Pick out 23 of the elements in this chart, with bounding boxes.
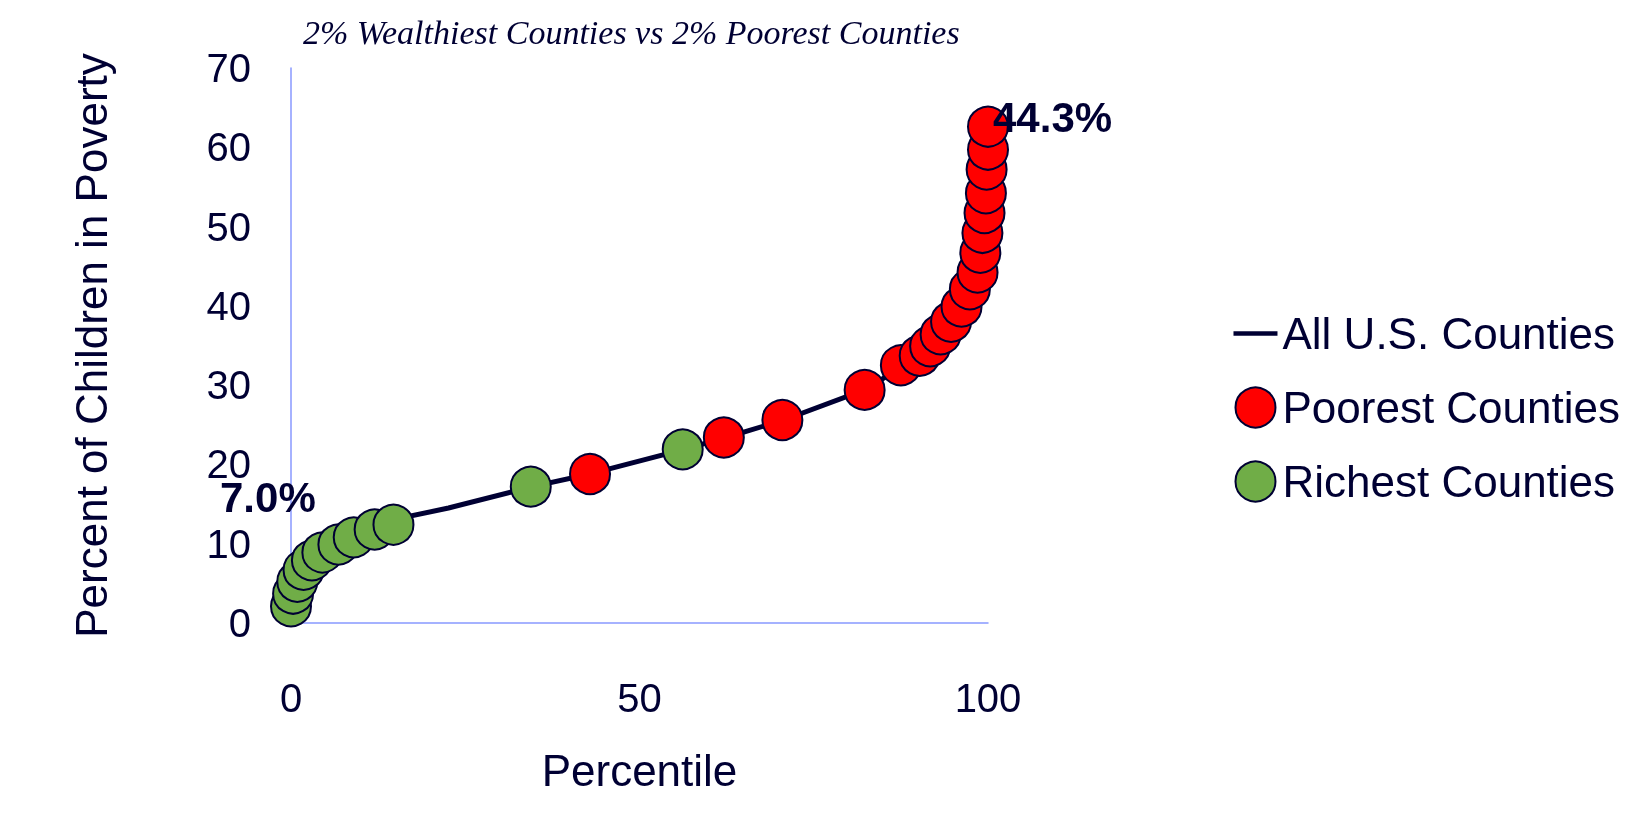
legend-label: Richest Counties [1282, 457, 1616, 506]
x-tick-label: 50 [617, 676, 662, 720]
y-tick-label: 60 [206, 125, 251, 170]
x-tick-label: 100 [954, 676, 1022, 720]
y-tick-label: 70 [206, 46, 251, 90]
point [843, 368, 886, 411]
point [761, 399, 804, 442]
point [569, 452, 612, 495]
legend-label: Poorest Counties [1282, 383, 1621, 432]
x-tick-label: 0 [279, 676, 303, 720]
y-tick-label: 40 [206, 283, 251, 328]
legend-label: All U.S. Counties [1282, 309, 1616, 358]
y-tick-label: 10 [206, 521, 251, 566]
y-tick-label: 50 [206, 204, 251, 249]
point [702, 416, 745, 459]
y-tick-label: 0 [228, 601, 251, 645]
point [509, 465, 552, 508]
y-axis-title: Percent of Children in Poverty [66, 53, 116, 638]
x-axis-title: Percentile [541, 745, 738, 795]
y-tick-label: 30 [206, 363, 251, 408]
point [372, 503, 415, 546]
chart-title: 2% Wealthiest Counties vs 2% Poorest Counties [303, 13, 960, 51]
point [661, 428, 704, 471]
